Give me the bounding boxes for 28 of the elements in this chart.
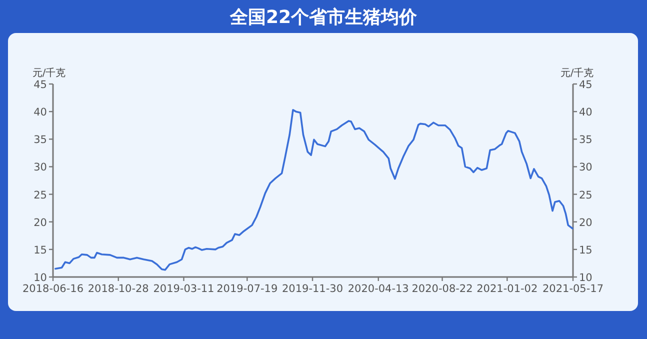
x-tick-label: 2020-04-13 [348,283,409,295]
y-tick-label: 35 [34,134,47,146]
y-tick-label: 30 [34,162,47,174]
y2-tick-label: 45 [579,79,592,91]
y2-tick-label: 20 [579,216,592,229]
x-tick-label: 2021-05-17 [542,283,604,295]
x-tick-label: 2019-07-19 [216,283,278,295]
y2-tick-label: 35 [579,134,592,146]
x-tick-label: 2021-01-02 [476,283,538,295]
y2-tick-label: 25 [579,189,592,202]
x-tick-label: 2019-03-11 [153,283,214,295]
ylabel: 元/千克 [32,68,66,79]
y-tick-label: 20 [34,216,47,229]
y-tick-label: 10 [34,272,47,284]
y2-tick-label: 40 [579,106,592,119]
y-tick-label: 40 [34,106,47,119]
title: 全国22个省市生猪均价 [230,7,418,28]
y2-tick-label: 30 [579,162,592,174]
y-tick-label: 45 [34,79,47,91]
y2-tick-label: 15 [579,244,592,256]
y-tick-label: 15 [34,244,47,256]
y2label: 元/千克 [560,68,594,79]
y-tick-label: 25 [34,189,47,202]
x-tick-label: 2018-06-16 [22,283,84,295]
x-tick-label: 2019-11-30 [282,283,344,295]
x-tick-label: 2020-08-22 [412,283,473,295]
x-tick-label: 2018-10-28 [88,283,149,295]
y2-tick-label: 10 [579,272,592,284]
